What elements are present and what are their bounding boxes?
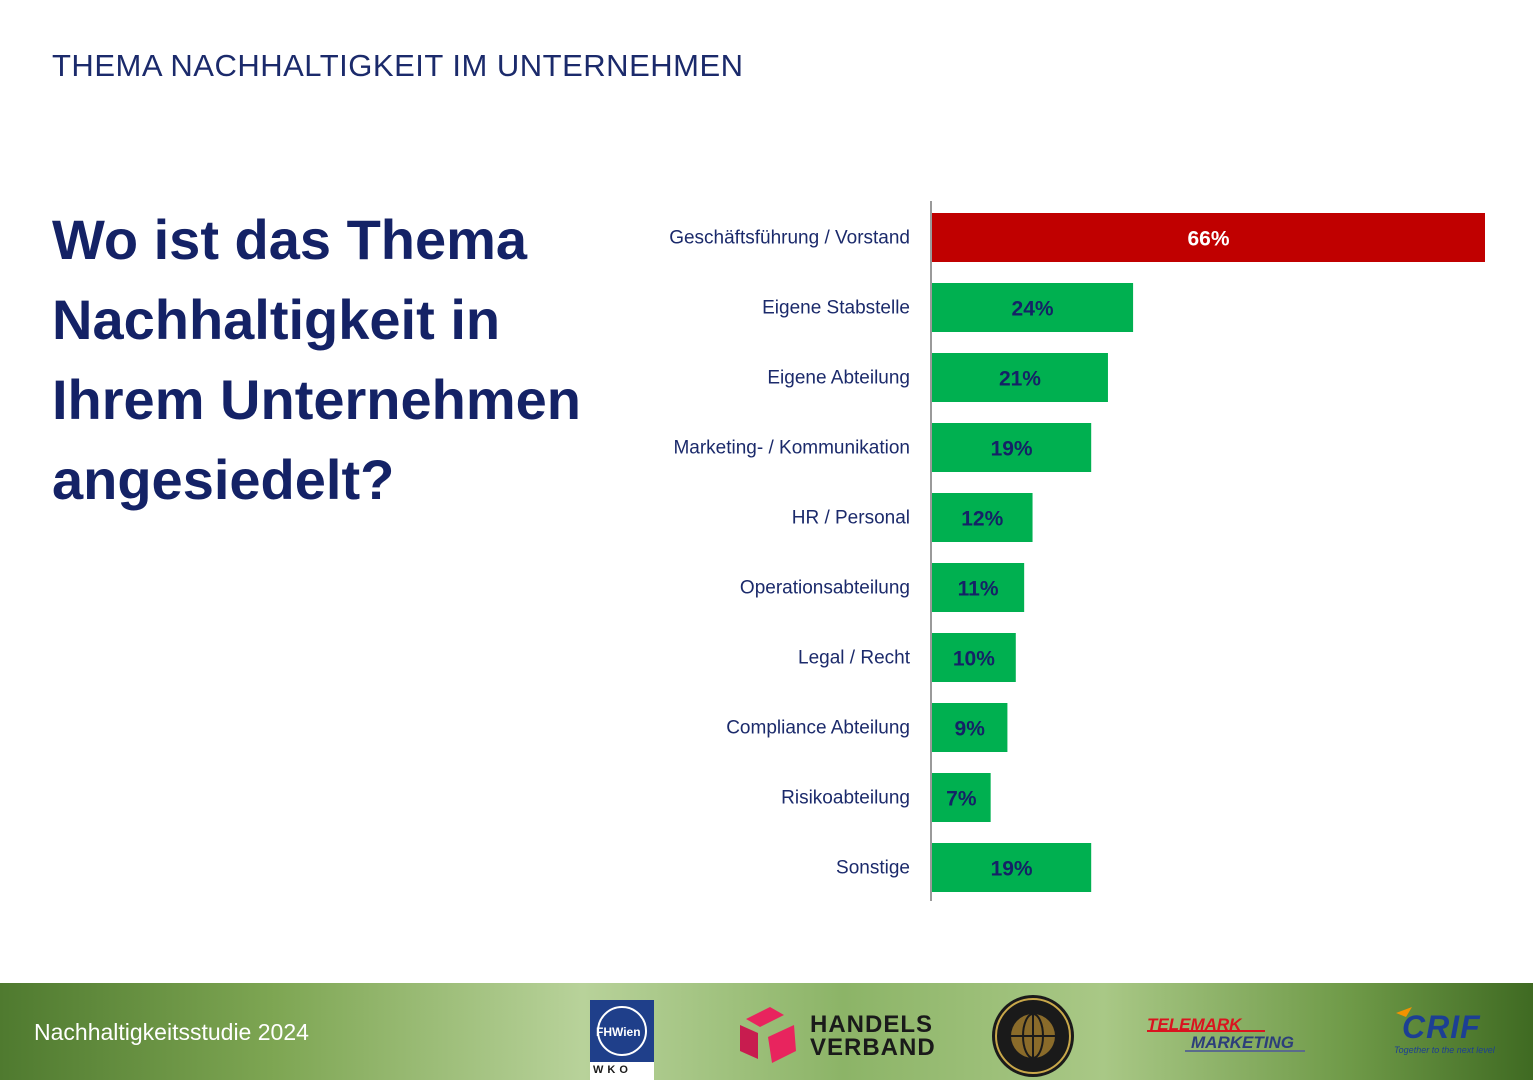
category-label-9: Sonstige: [836, 858, 910, 879]
value-label-6: 10%: [953, 648, 995, 671]
footer-study-label: Nachhaltigkeitsstudie 2024: [34, 1019, 309, 1045]
bar-5: [932, 563, 1025, 612]
value-label-7: 9%: [955, 718, 986, 741]
crif-tagline: Together to the next level: [1394, 1045, 1495, 1055]
telemark-marketing-logo: TELEMARK MARKETING: [1145, 1009, 1315, 1059]
bar-0: [932, 213, 1485, 262]
crif-logo-text: CRIF: [1402, 1009, 1481, 1045]
marketing-logo-text: MARKETING: [1191, 1033, 1294, 1052]
category-label-3: Marketing- / Kommunikation: [673, 438, 910, 459]
value-label-1: 24%: [1012, 298, 1054, 321]
value-label-8: 7%: [946, 788, 977, 811]
category-label-0: Geschäftsführung / Vorstand: [669, 228, 910, 249]
category-label-5: Operationsabteilung: [740, 578, 910, 599]
category-label-1: Eigene Stabstelle: [762, 298, 910, 319]
fhwien-wko-logo: FHWien WKO: [590, 1000, 654, 1080]
footer-banner: Nachhaltigkeitsstudie 2024 FHWien WKO HA…: [0, 983, 1533, 1080]
category-label-6: Legal / Recht: [798, 648, 911, 669]
category-label-8: Risikoabteilung: [781, 788, 910, 809]
wko-logo-text: WKO: [593, 1064, 632, 1076]
bar-9: [932, 843, 1092, 892]
bar-chart: Geschäftsführung / Vorstand 66% Eigene Sta…: [669, 201, 1485, 901]
bar-8: [932, 773, 991, 822]
bar-3: [932, 423, 1092, 472]
bar-7: [932, 703, 1008, 752]
handelsverband-line1: HANDELS: [810, 1011, 934, 1038]
page-header-title: THEMA NACHHALTIGKEIT IM UNTERNEHMEN: [52, 48, 744, 83]
value-label-0: 66%: [1187, 228, 1229, 251]
bar-6: [932, 633, 1016, 682]
fhwien-logo-text: FHWien: [596, 1025, 641, 1039]
bar-2: [932, 353, 1108, 402]
handelsverband-line2: VERBAND: [810, 1034, 936, 1061]
category-label-2: Eigene Abteilung: [767, 368, 910, 389]
handelsverband-logo: HANDELS VERBAND: [738, 1003, 935, 1069]
value-label-2: 21%: [999, 368, 1041, 391]
question-heading: Wo ist das Thema Nachhaltigkeit in Ihrem…: [52, 208, 581, 511]
value-label-3: 19%: [991, 438, 1033, 461]
bar-1: [932, 283, 1134, 332]
value-label-5: 11%: [958, 578, 999, 601]
value-label-9: 19%: [991, 858, 1033, 881]
crif-logo: CRIF Together to the next level: [1390, 1005, 1520, 1061]
value-label-4: 12%: [961, 508, 1003, 531]
bar-4: [932, 493, 1033, 542]
telemark-logo-text: TELEMARK: [1147, 1015, 1242, 1034]
category-label-4: HR / Personal: [792, 508, 910, 529]
category-label-7: Compliance Abteilung: [726, 718, 910, 739]
opinion-leaders-network-logo: [990, 993, 1076, 1079]
